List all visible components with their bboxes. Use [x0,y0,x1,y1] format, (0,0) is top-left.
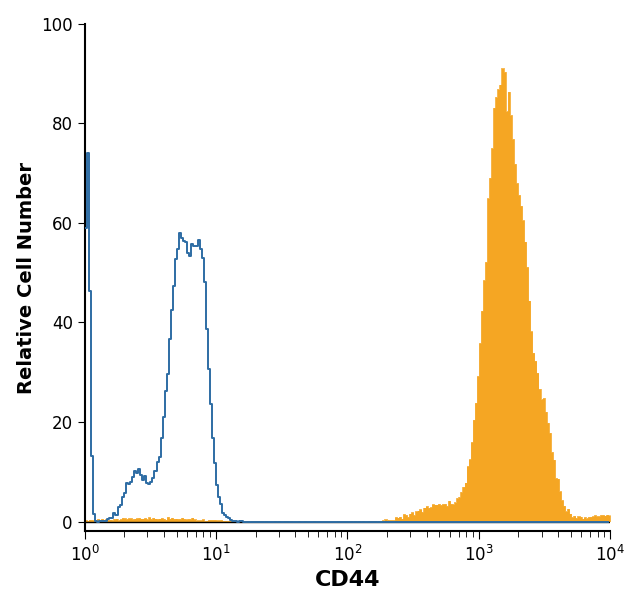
X-axis label: CD44: CD44 [315,571,380,591]
Y-axis label: Relative Cell Number: Relative Cell Number [17,161,36,393]
